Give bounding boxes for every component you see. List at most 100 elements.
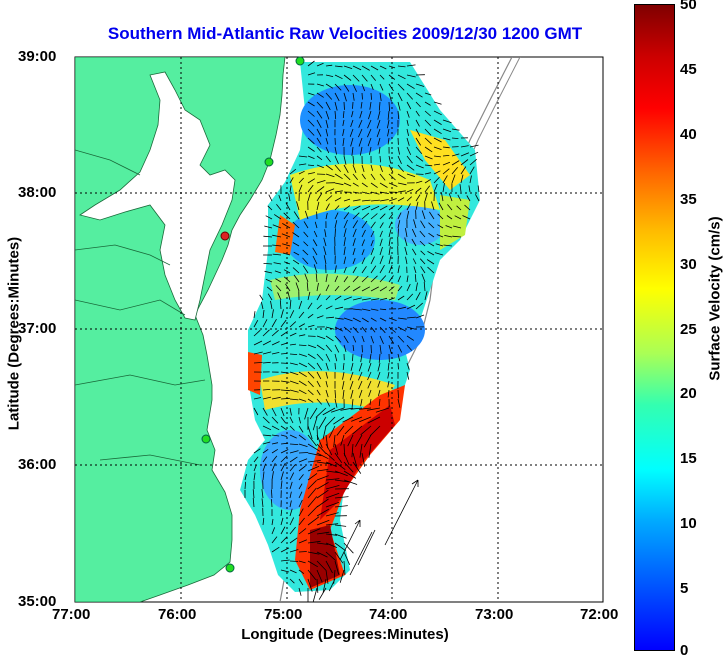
velocity-vector xyxy=(298,323,306,328)
velocity-vector xyxy=(325,326,335,330)
velocity-vector xyxy=(388,275,394,283)
velocity-vector xyxy=(262,441,271,445)
velocity-vector xyxy=(379,182,388,188)
velocity-vector xyxy=(292,221,300,229)
velocity-vector xyxy=(406,362,410,370)
velocity-vector xyxy=(334,101,338,111)
velocity-vector xyxy=(325,443,333,456)
velocity-vector xyxy=(343,296,352,301)
velocity-vector xyxy=(343,479,358,485)
velocity-vector xyxy=(406,173,416,177)
velocity-vector xyxy=(271,396,281,400)
velocity-vector xyxy=(361,266,367,274)
velocity-vector xyxy=(316,482,329,490)
velocity-vector xyxy=(318,416,327,430)
y-tick: 35:00 xyxy=(18,593,57,610)
velocity-vector xyxy=(325,155,331,163)
velocity-vector xyxy=(307,380,314,388)
velocity-vector xyxy=(325,380,328,388)
velocity-vector xyxy=(307,389,314,396)
velocity-vector xyxy=(420,220,426,229)
velocity-vector xyxy=(261,489,264,499)
velocity-vector xyxy=(316,452,329,460)
velocity-vector xyxy=(406,210,410,220)
velocity-vector xyxy=(253,397,262,400)
velocity-vector xyxy=(370,286,379,292)
velocity-vector xyxy=(293,274,300,283)
velocity-vector xyxy=(307,528,321,535)
velocity-vector xyxy=(289,481,293,490)
velocity-vector xyxy=(369,101,372,110)
velocity-vector xyxy=(252,497,255,508)
velocity-vector xyxy=(271,489,273,499)
velocity-vector xyxy=(427,251,435,256)
velocity-vector xyxy=(344,425,354,435)
velocity-vector xyxy=(304,273,309,283)
velocity-vector xyxy=(343,470,357,479)
velocity-vector xyxy=(343,237,346,247)
velocity-vector xyxy=(280,389,290,392)
velocity-vector xyxy=(379,205,388,211)
velocity-vector xyxy=(334,362,336,370)
velocity-vector xyxy=(370,344,372,354)
velocity-vector xyxy=(289,456,298,463)
velocity-vector xyxy=(334,205,340,211)
velocity-vector xyxy=(307,480,317,490)
velocity-vector xyxy=(334,443,339,455)
velocity-vector xyxy=(367,128,372,138)
velocity-vector xyxy=(303,241,309,247)
velocity-vector xyxy=(387,137,390,145)
velocity-vector xyxy=(397,101,401,111)
velocity-vector xyxy=(397,398,401,408)
velocity-vector xyxy=(289,300,292,310)
velocity-vector xyxy=(424,92,432,96)
velocity-vector xyxy=(334,212,339,220)
velocity-vector xyxy=(379,199,389,202)
velocity-vector xyxy=(252,489,255,499)
velocity-vector xyxy=(429,211,435,220)
velocity-vector xyxy=(298,483,303,490)
velocity-vector xyxy=(406,326,416,330)
velocity-vector xyxy=(307,516,320,526)
velocity-vector xyxy=(415,194,421,202)
velocity-vector xyxy=(352,258,356,265)
velocity-vector xyxy=(434,252,444,256)
velocity-vector xyxy=(351,146,354,156)
velocity-vector xyxy=(424,172,432,175)
velocity-vector xyxy=(302,257,309,265)
velocity-vector xyxy=(325,523,339,526)
velocity-vector xyxy=(462,215,471,220)
velocity-vector xyxy=(351,110,354,118)
velocity-vector xyxy=(298,170,305,175)
velocity-vector xyxy=(350,362,354,371)
velocity-vector xyxy=(274,270,282,274)
velocity-vector xyxy=(453,225,462,229)
velocity-vector xyxy=(359,407,372,410)
velocity-vector xyxy=(352,326,359,334)
velocity-map xyxy=(74,56,604,603)
velocity-vector xyxy=(352,297,362,301)
velocity-vector xyxy=(289,310,295,319)
velocity-vector xyxy=(316,461,329,465)
velocity-vector xyxy=(361,249,365,256)
velocity-vector xyxy=(316,193,323,202)
velocity-vector xyxy=(361,92,363,100)
velocity-vector xyxy=(325,92,333,100)
velocity-vector xyxy=(388,164,394,173)
colorbar-tick: 50 xyxy=(680,0,697,13)
velocity-vector xyxy=(289,463,296,472)
velocity-vector xyxy=(370,256,375,265)
velocity-vector xyxy=(325,101,331,111)
velocity-vector xyxy=(406,335,415,341)
velocity-vector xyxy=(298,362,308,368)
velocity-vector xyxy=(325,416,336,428)
velocity-vector xyxy=(325,128,329,137)
velocity-vector xyxy=(413,219,417,229)
velocity-vector xyxy=(334,265,337,274)
velocity-vector xyxy=(307,324,315,328)
velocity-vector xyxy=(298,443,308,447)
velocity-vector xyxy=(334,306,344,310)
velocity-vector xyxy=(271,319,277,328)
velocity-vector xyxy=(388,221,393,229)
velocity-vector xyxy=(361,326,367,333)
